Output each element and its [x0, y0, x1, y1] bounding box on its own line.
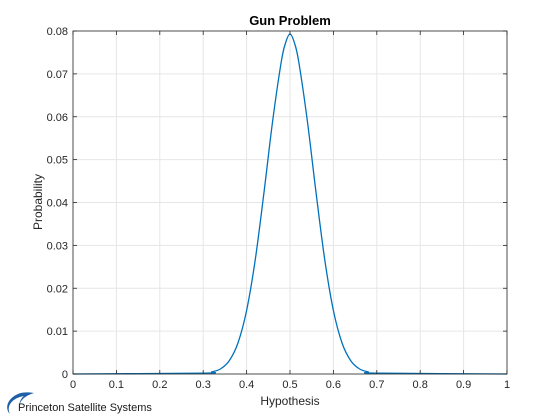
y-tick-label: 0.02: [47, 283, 68, 295]
y-tick-label: 0.08: [47, 26, 68, 38]
x-axis-label: Hypothesis: [260, 394, 319, 408]
x-tick-label: 0.6: [326, 379, 341, 391]
x-tick-label: 0.9: [456, 379, 471, 391]
y-axis-label: Probability: [31, 174, 45, 230]
chart-title: Gun Problem: [249, 13, 331, 28]
y-tick-label: 0.07: [47, 69, 68, 81]
y-tick-label: 0.03: [47, 240, 68, 252]
x-tick-label: 0.5: [282, 379, 297, 391]
y-tick-labels: 0 0.01 0.02 0.03 0.04 0.05 0.06 0.07 0.08: [47, 26, 68, 381]
y-tick-label: 0.06: [47, 112, 68, 124]
x-tick-label: 0.1: [109, 379, 124, 391]
y-tick-label: 0.05: [47, 155, 68, 167]
y-tick-label: 0.04: [47, 198, 68, 210]
x-tick-label: 0.8: [413, 379, 428, 391]
x-tick-label: 0: [70, 379, 76, 391]
tick-marks: [72, 30, 508, 375]
logo-text: Princeton Satellite Systems: [18, 402, 152, 414]
logo-swoosh-icon: [7, 392, 35, 414]
x-tick-label: 0.2: [152, 379, 167, 391]
x-tick-labels: 0 0.1 0.2 0.3 0.4 0.5 0.6 0.7 0.8 0.9 1: [70, 379, 510, 391]
x-tick-label: 0.4: [239, 379, 254, 391]
x-tick-label: 1: [504, 379, 510, 391]
company-logo: Princeton Satellite Systems: [7, 392, 152, 414]
x-tick-label: 0.7: [369, 379, 384, 391]
x-tick-label: 0.3: [196, 379, 211, 391]
y-tick-label: 0.01: [47, 326, 68, 338]
y-tick-label: 0: [62, 369, 68, 381]
